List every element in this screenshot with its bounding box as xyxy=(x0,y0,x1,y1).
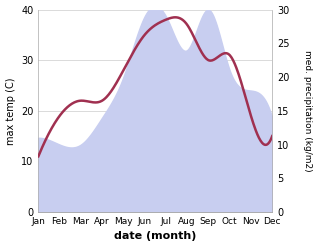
Y-axis label: med. precipitation (kg/m2): med. precipitation (kg/m2) xyxy=(303,50,313,172)
X-axis label: date (month): date (month) xyxy=(114,231,197,242)
Y-axis label: max temp (C): max temp (C) xyxy=(5,77,16,144)
